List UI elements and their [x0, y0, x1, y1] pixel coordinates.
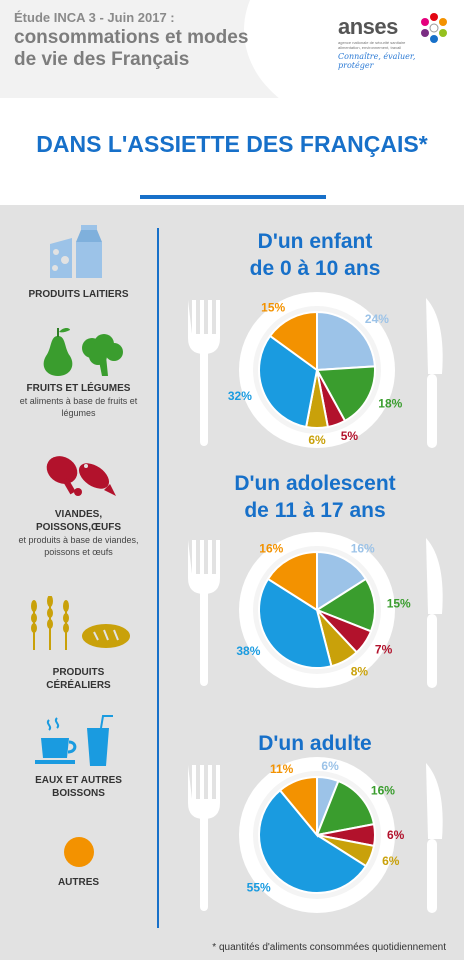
slice-label: 6% [387, 828, 405, 842]
study-label: Étude INCA 3 - Juin 2017 : [14, 10, 175, 25]
slice-label: 7% [375, 642, 393, 656]
slice-label: 38% [236, 644, 260, 658]
logo-subtitle: agence nationale de sécurité sanitaire a… [338, 40, 406, 50]
logo-tagline: Connaître, évaluer, protéger [338, 52, 416, 70]
slice-autres [268, 310, 318, 372]
section-title-line: D'un enfant [257, 230, 373, 253]
slice-label: 6% [382, 854, 400, 868]
section-title-adulte: D'un adulte [175, 730, 455, 757]
cup-glass-icon [34, 715, 113, 766]
section-title-line: D'un adulte [258, 732, 372, 755]
section-title-line: D'un adolescent [234, 472, 396, 495]
logo-name: anses [338, 14, 398, 39]
slice-produits-laitiers [316, 310, 376, 372]
section-title-enfant: D'un enfant de 0 à 10 ans [175, 228, 455, 282]
fork-icon [188, 540, 220, 686]
logo-flower-icon [421, 13, 447, 43]
section-title-line: de 11 à 17 ans [244, 499, 386, 522]
pear-broccoli-icon [43, 328, 123, 376]
anses-logo: anses agence nationale de sécurité sanit… [322, 12, 452, 72]
category-sublabel: et aliments à base de fruits et légumes [19, 396, 138, 418]
slice-label: 55% [247, 881, 271, 895]
category-label: PRODUITS LAITIERS [28, 289, 129, 300]
category-label: EAUX ET AUTRES BOISSONS [35, 775, 122, 799]
category-viandes: VIANDES, POISSONS,ŒUFS et produits à bas… [0, 450, 157, 558]
page-title: DANS L'ASSIETTE DES FRANÇAIS* [36, 131, 428, 157]
category-label: VIANDES, POISSONS,ŒUFS [35, 509, 121, 533]
category-label: FRUITS ET LÉGUMES [26, 383, 131, 394]
header: Étude INCA 3 - Juin 2017 : consommations… [0, 0, 464, 98]
slice-fruits-legumes [315, 779, 376, 837]
category-produits-cerealiers: PRODUITS CÉRÉALIERS [0, 596, 157, 692]
slice-boissons [258, 788, 368, 894]
category-autres: AUTRES [0, 832, 157, 889]
slice-produits-laitiers [316, 550, 368, 612]
category-sublabel: et produits à base de viandes, poissons … [18, 535, 139, 557]
column-divider [157, 228, 159, 928]
slice-label: 16% [351, 542, 375, 556]
slice-label: 16% [371, 783, 395, 797]
slice-autres [278, 775, 318, 838]
category-label: AUTRES [57, 877, 100, 888]
slice-label: 15% [261, 301, 285, 315]
section-title-adolescent: D'un adolescent de 11 à 17 ans [175, 470, 455, 524]
slice-label: 18% [378, 397, 402, 411]
plate-chart-adolescent: 16% 15% 7% 8% 38% 16% [188, 532, 443, 688]
slice-label: 6% [308, 433, 326, 447]
knife-icon [426, 538, 443, 688]
header-decoration [244, 0, 464, 98]
orange-dot-icon [63, 837, 94, 867]
meat-fish-icon [46, 456, 116, 496]
fork-icon [188, 765, 220, 911]
slice-label: 16% [259, 542, 283, 556]
section-title-line: de 0 à 10 ans [249, 257, 381, 280]
study-title: consommations et modes de vie des França… [14, 27, 249, 70]
slice-autres [266, 550, 318, 612]
category-fruits-legumes: FRUITS ET LÉGUMES et aliments à base de … [0, 322, 157, 419]
wheat-bread-icon [30, 596, 130, 650]
slice-label: 32% [228, 389, 252, 403]
fork-icon [188, 300, 220, 446]
slice-fruits-legumes [314, 577, 376, 633]
plate-chart-enfant: 24% 18% 5% 6% 32% 15% [188, 292, 443, 448]
slice-label: 6% [321, 759, 339, 773]
slice-label: 24% [365, 312, 389, 326]
dairy-icon [49, 225, 102, 278]
category-boissons: EAUX ET AUTRES BOISSONS [0, 714, 157, 800]
slice-boissons [258, 577, 333, 669]
slice-boissons [258, 334, 319, 429]
slice-fruits-legumes [315, 365, 376, 423]
plate-chart-adulte: 6% 16% 6% 6% 55% 11% [188, 757, 443, 913]
slice-label: 15% [387, 596, 411, 610]
knife-icon [426, 298, 443, 448]
knife-icon [426, 763, 443, 913]
slice-label: 5% [341, 429, 359, 443]
title-underline [140, 195, 326, 199]
category-label: PRODUITS CÉRÉALIERS [46, 667, 111, 691]
category-produits-laitiers: PRODUITS LAITIERS [0, 222, 157, 301]
slice-label: 8% [351, 664, 369, 678]
slice-label: 11% [270, 762, 294, 776]
footnote: * quantités d'aliments consommées quotid… [212, 942, 446, 953]
